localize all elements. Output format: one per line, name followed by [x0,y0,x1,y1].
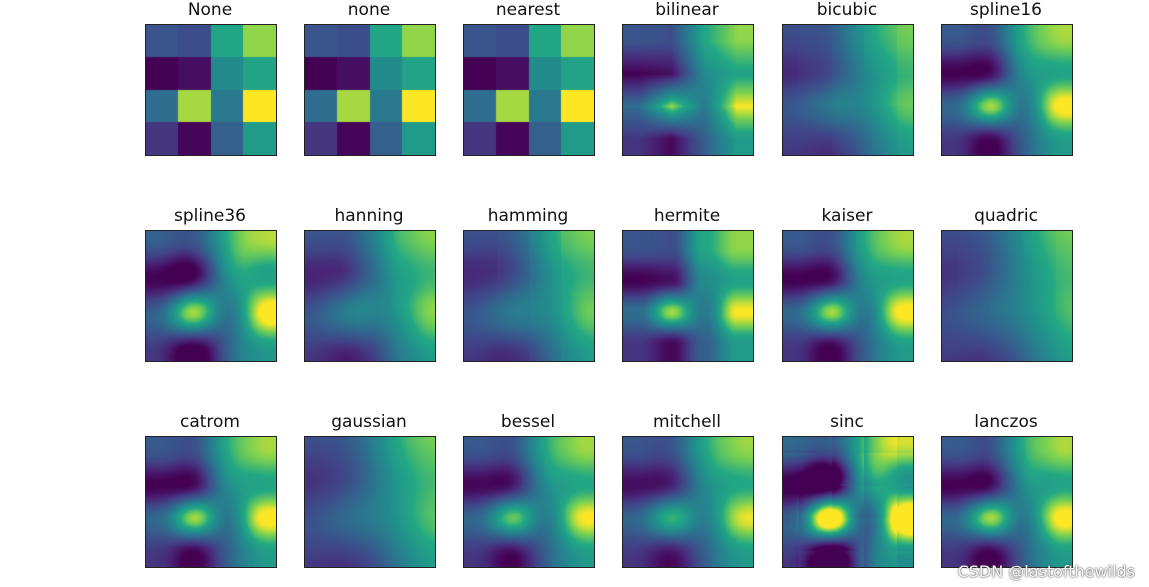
heatmap-image [622,24,754,156]
panel-bicubic: bicubic [777,0,917,160]
heatmap-image [463,436,595,568]
panel-hermite: hermite [617,206,757,366]
panel-title: bessel [500,412,556,432]
heatmap-canvas [305,231,435,361]
panel-title: kaiser [821,206,873,226]
heatmap-canvas [783,437,913,567]
heatmap-canvas [623,437,753,567]
panel-title: quadric [974,206,1038,226]
heatmap-image [463,230,595,362]
panel-kaiser: kaiser [777,206,917,366]
panel-title: none [347,0,391,20]
heatmap-image [622,436,754,568]
panel-gaussian: gaussian [299,412,439,572]
heatmap-canvas [464,437,594,567]
panel-none: None [140,0,280,160]
heatmap-image [145,436,277,568]
panel-title: spline16 [970,0,1042,20]
heatmap-canvas [942,25,1072,155]
panel-title: bicubic [816,0,878,20]
heatmap-canvas [783,25,913,155]
heatmap-image [304,436,436,568]
heatmap-canvas [146,437,276,567]
heatmap-canvas [305,437,435,567]
panel-title: bilinear [655,0,719,20]
panel-title: nearest [495,0,561,20]
heatmap-canvas [942,437,1072,567]
heatmap-image [463,24,595,156]
heatmap-image [782,436,914,568]
heatmap-canvas [464,231,594,361]
heatmap-canvas [783,231,913,361]
panel-title: hermite [653,206,721,226]
heatmap-canvas [305,25,435,155]
panel-title: mitchell [653,412,721,432]
panel-bilinear: bilinear [617,0,757,160]
panel-title: catrom [179,412,240,432]
panel-bessel: bessel [458,412,598,572]
panel-hamming: hamming [458,206,598,366]
watermark: CSDN @lastofthewilds [957,562,1135,581]
heatmap-canvas [623,25,753,155]
heatmap-image [941,436,1073,568]
heatmap-image [622,230,754,362]
panel-title: lanczos [974,412,1038,432]
heatmap-canvas [146,231,276,361]
panel-lanczos: lanczos [936,412,1076,572]
panel-title: hanning [334,206,404,226]
heatmap-canvas [623,231,753,361]
panel-none: none [299,0,439,160]
heatmap-image [782,230,914,362]
heatmap-canvas [146,25,276,155]
panel-catrom: catrom [140,412,280,572]
heatmap-image [304,230,436,362]
panel-title: spline36 [174,206,246,226]
panel-title: sinc [830,412,864,432]
heatmap-canvas [942,231,1072,361]
panel-title: hamming [487,206,569,226]
heatmap-image [782,24,914,156]
panel-title: gaussian [331,412,407,432]
panel-mitchell: mitchell [617,412,757,572]
heatmap-image [941,24,1073,156]
panel-title: None [187,0,233,20]
panel-hanning: hanning [299,206,439,366]
panel-quadric: quadric [936,206,1076,366]
heatmap-image [145,230,277,362]
heatmap-canvas [464,25,594,155]
panel-nearest: nearest [458,0,598,160]
panel-sinc: sinc [777,412,917,572]
panel-spline16: spline16 [936,0,1076,160]
panel-spline36: spline36 [140,206,280,366]
heatmap-image [145,24,277,156]
heatmap-image [941,230,1073,362]
heatmap-image [304,24,436,156]
